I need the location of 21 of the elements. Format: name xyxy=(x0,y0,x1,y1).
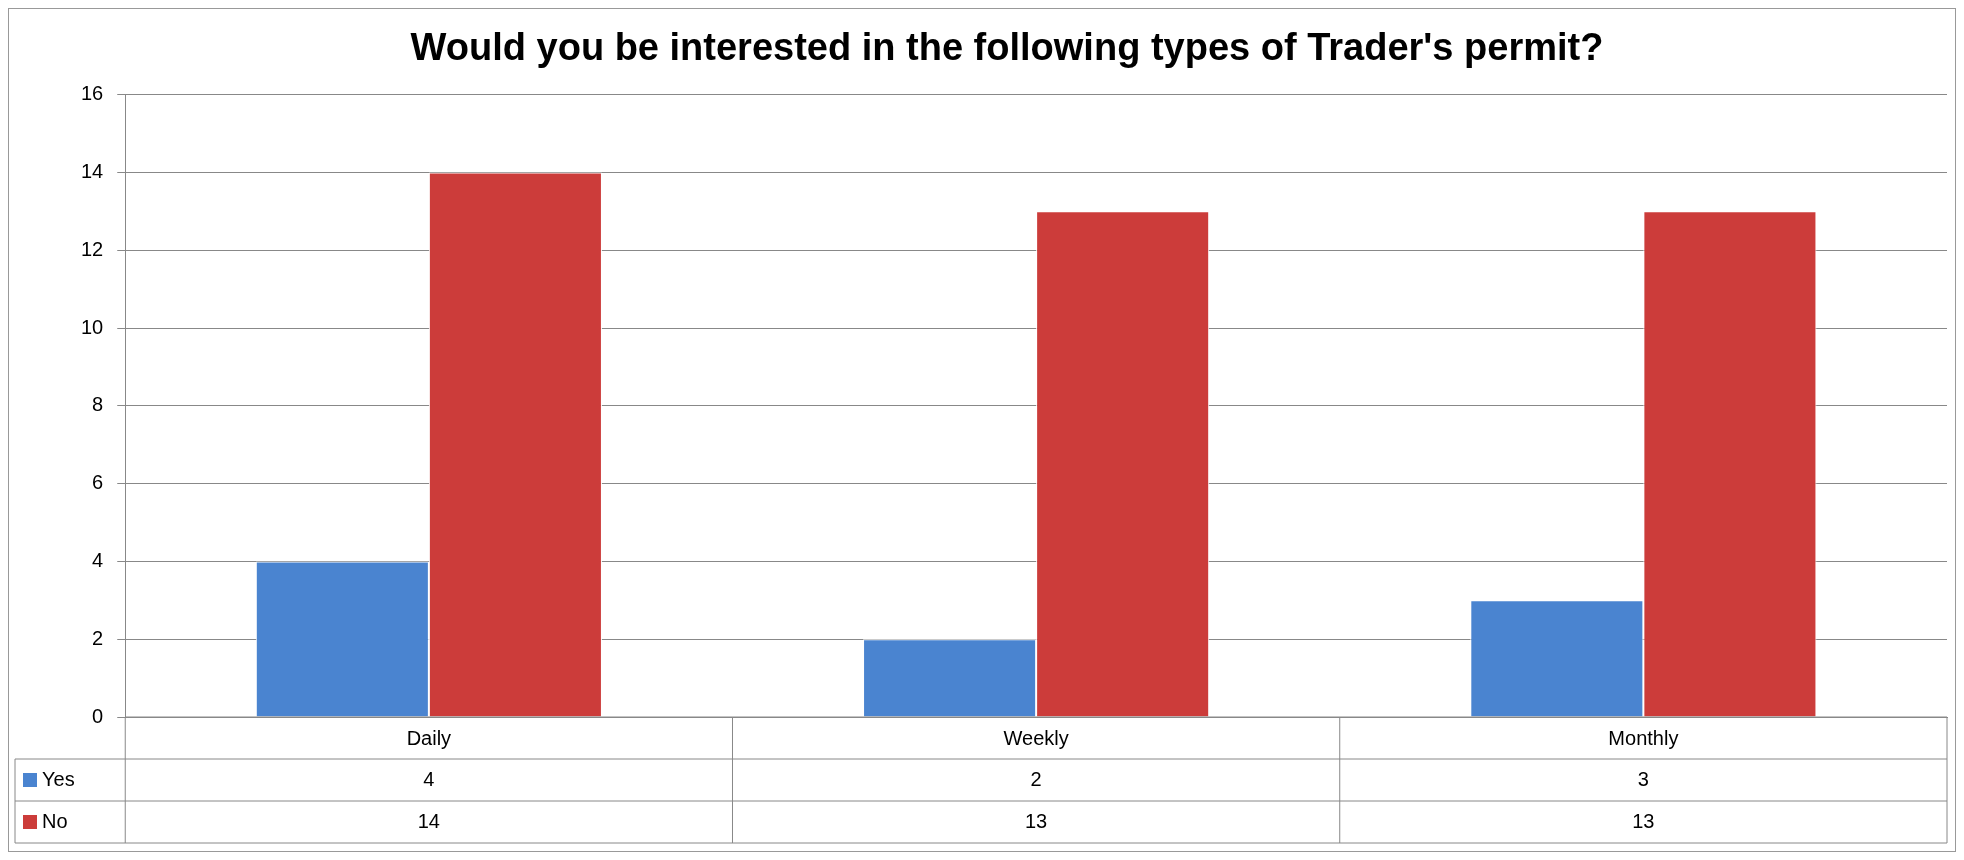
x-tick-label: Daily xyxy=(406,726,452,749)
y-tick-label: 16 xyxy=(81,82,104,105)
y-tick-label: 8 xyxy=(92,393,104,416)
data-label: 13 xyxy=(1632,809,1655,832)
y-tick-label: 10 xyxy=(81,315,104,338)
data-label: 3 xyxy=(1637,767,1649,790)
y-tick-label: 4 xyxy=(92,548,104,571)
data-label: 4 xyxy=(423,767,435,790)
data-label: 2 xyxy=(1030,767,1042,790)
data-label: 13 xyxy=(1025,809,1048,832)
x-tick-label: Monthly xyxy=(1608,726,1679,749)
x-tick-label: Weekly xyxy=(1003,726,1069,749)
y-tick-label: 0 xyxy=(92,704,104,727)
y-tick-label: 12 xyxy=(81,237,104,260)
y-tick-label: 14 xyxy=(81,159,104,182)
y-tick-label: 2 xyxy=(92,626,104,649)
y-tick-label: 6 xyxy=(92,471,104,494)
chart-title: Would you be interested in the following types of Trader's permit? xyxy=(410,26,1604,69)
legend-label: Yes xyxy=(42,767,75,790)
legend-label: No xyxy=(42,809,68,832)
data-label: 14 xyxy=(417,809,440,832)
